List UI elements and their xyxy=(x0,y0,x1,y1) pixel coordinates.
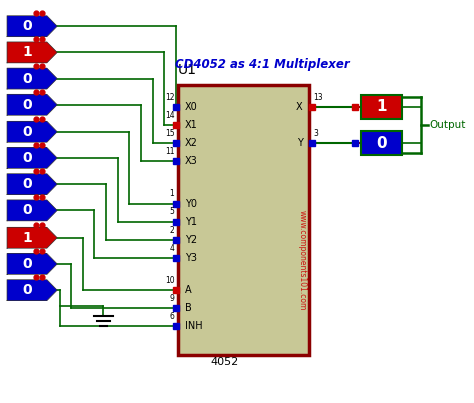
Text: 10: 10 xyxy=(165,276,174,285)
Bar xyxy=(361,131,402,155)
Polygon shape xyxy=(47,174,57,195)
Text: 11: 11 xyxy=(165,147,174,156)
Text: X1: X1 xyxy=(185,120,198,130)
Bar xyxy=(7,147,47,168)
Text: CD4052 as 4:1 Multiplexer: CD4052 as 4:1 Multiplexer xyxy=(175,58,350,71)
Text: 0: 0 xyxy=(376,135,387,151)
Text: 2: 2 xyxy=(170,226,174,235)
Text: 0: 0 xyxy=(22,204,32,217)
Bar xyxy=(7,227,47,248)
Polygon shape xyxy=(47,253,57,274)
Text: A: A xyxy=(185,285,192,295)
Text: 0: 0 xyxy=(22,72,32,85)
Polygon shape xyxy=(47,227,57,248)
Polygon shape xyxy=(47,68,57,89)
Text: 0: 0 xyxy=(22,125,32,139)
Text: Y: Y xyxy=(297,138,302,148)
Bar xyxy=(7,42,47,63)
Text: 1: 1 xyxy=(376,99,387,114)
Polygon shape xyxy=(47,42,57,63)
Text: 0: 0 xyxy=(22,177,32,191)
Text: U1: U1 xyxy=(178,62,197,77)
Bar xyxy=(7,280,47,301)
Polygon shape xyxy=(47,94,57,115)
Bar xyxy=(361,95,402,119)
Text: 1: 1 xyxy=(170,189,174,198)
Text: Y1: Y1 xyxy=(185,217,197,226)
Text: 15: 15 xyxy=(165,129,174,138)
Bar xyxy=(7,94,47,115)
Bar xyxy=(7,121,47,142)
Text: 3: 3 xyxy=(313,129,318,138)
Text: Output: Output xyxy=(429,120,465,130)
Bar xyxy=(7,174,47,195)
Text: 12: 12 xyxy=(165,93,174,102)
Bar xyxy=(178,85,310,355)
Text: 0: 0 xyxy=(22,257,32,271)
Text: 5: 5 xyxy=(170,208,174,216)
Polygon shape xyxy=(47,121,57,142)
Text: 9: 9 xyxy=(170,294,174,303)
Text: 0: 0 xyxy=(22,283,32,297)
Text: www.components101.com: www.components101.com xyxy=(298,210,307,310)
Bar xyxy=(7,253,47,274)
Text: Y2: Y2 xyxy=(185,235,197,245)
Text: Y0: Y0 xyxy=(185,199,197,208)
Text: 14: 14 xyxy=(165,111,174,120)
Text: X0: X0 xyxy=(185,102,198,112)
Text: B: B xyxy=(185,303,192,313)
Text: X: X xyxy=(296,102,302,112)
Text: X2: X2 xyxy=(185,138,198,148)
Polygon shape xyxy=(47,16,57,37)
Text: 0: 0 xyxy=(22,98,32,112)
Bar xyxy=(7,68,47,89)
Text: 0: 0 xyxy=(22,151,32,165)
Text: 6: 6 xyxy=(170,312,174,321)
Text: 13: 13 xyxy=(313,93,323,102)
Polygon shape xyxy=(47,280,57,301)
Bar xyxy=(7,200,47,221)
Text: INH: INH xyxy=(185,322,203,331)
Bar xyxy=(7,16,47,37)
Polygon shape xyxy=(47,200,57,221)
Text: 4052: 4052 xyxy=(211,357,239,367)
Text: 4: 4 xyxy=(170,244,174,253)
Text: 0: 0 xyxy=(22,19,32,33)
Polygon shape xyxy=(47,147,57,168)
Text: Y3: Y3 xyxy=(185,253,197,263)
Text: 1: 1 xyxy=(22,46,32,59)
Text: X3: X3 xyxy=(185,156,198,166)
Text: 1: 1 xyxy=(22,231,32,245)
